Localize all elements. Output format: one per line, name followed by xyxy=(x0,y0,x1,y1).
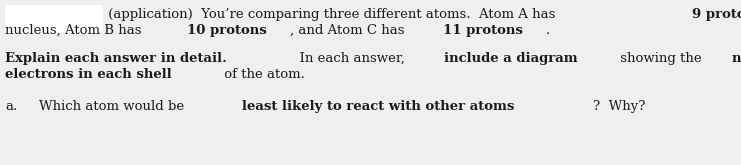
Text: Explain each answer in detail.: Explain each answer in detail. xyxy=(5,52,227,65)
Text: showing the: showing the xyxy=(616,52,706,65)
Text: .: . xyxy=(546,24,550,37)
Text: electrons in each shell: electrons in each shell xyxy=(5,68,172,81)
Text: of the atom.: of the atom. xyxy=(220,68,305,81)
Text: (application)  You’re comparing three different atoms.  Atom A has: (application) You’re comparing three dif… xyxy=(104,8,559,21)
Bar xyxy=(5,5,103,33)
Text: Which atom would be: Which atom would be xyxy=(5,100,188,113)
Text: 11 protons: 11 protons xyxy=(442,24,522,37)
Text: a.: a. xyxy=(5,100,17,113)
Text: , and Atom C has: , and Atom C has xyxy=(290,24,408,37)
Text: nucleus, Atom B has: nucleus, Atom B has xyxy=(5,24,146,37)
Text: include a diagram: include a diagram xyxy=(444,52,577,65)
Text: In each answer,: In each answer, xyxy=(291,52,410,65)
Text: ?  Why?: ? Why? xyxy=(593,100,645,113)
Text: 9 protons: 9 protons xyxy=(692,8,741,21)
Text: 10 protons: 10 protons xyxy=(187,24,266,37)
Text: number of: number of xyxy=(732,52,741,65)
Text: least likely to react with other atoms: least likely to react with other atoms xyxy=(242,100,514,113)
